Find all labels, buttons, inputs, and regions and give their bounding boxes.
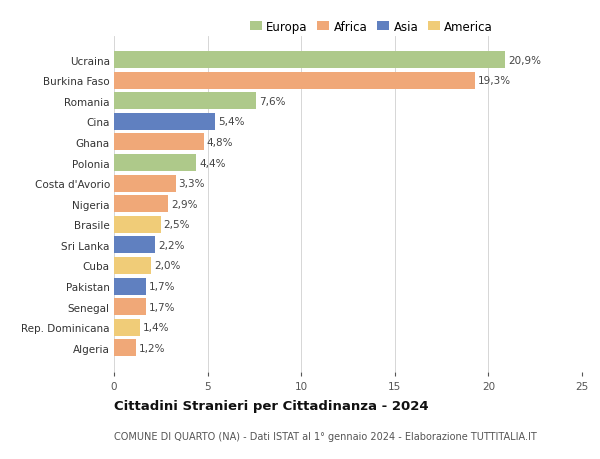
Bar [114, 237, 155, 254]
Text: 1,7%: 1,7% [149, 281, 175, 291]
Text: 5,4%: 5,4% [218, 117, 244, 127]
Text: 1,7%: 1,7% [149, 302, 175, 312]
Bar [114, 93, 256, 110]
Text: Cittadini Stranieri per Cittadinanza - 2024: Cittadini Stranieri per Cittadinanza - 2… [114, 399, 428, 412]
Bar [114, 134, 204, 151]
Text: 4,8%: 4,8% [206, 138, 233, 148]
Bar [114, 216, 161, 233]
Text: 1,2%: 1,2% [139, 343, 166, 353]
Text: 4,4%: 4,4% [199, 158, 226, 168]
Text: 1,4%: 1,4% [143, 323, 170, 333]
Bar [114, 73, 475, 90]
Legend: Europa, Africa, Asia, America: Europa, Africa, Asia, America [245, 16, 498, 38]
Text: 2,0%: 2,0% [154, 261, 181, 271]
Bar [114, 155, 196, 172]
Text: 2,5%: 2,5% [164, 220, 190, 230]
Text: 3,3%: 3,3% [179, 179, 205, 189]
Bar [114, 340, 136, 357]
Bar [114, 196, 168, 213]
Text: 20,9%: 20,9% [508, 56, 541, 65]
Text: 2,9%: 2,9% [171, 199, 197, 209]
Text: COMUNE DI QUARTO (NA) - Dati ISTAT al 1° gennaio 2024 - Elaborazione TUTTITALIA.: COMUNE DI QUARTO (NA) - Dati ISTAT al 1°… [114, 431, 537, 442]
Text: 7,6%: 7,6% [259, 96, 286, 106]
Bar [114, 319, 140, 336]
Bar [114, 175, 176, 192]
Bar [114, 114, 215, 130]
Bar [114, 52, 505, 69]
Text: 19,3%: 19,3% [478, 76, 511, 86]
Text: 2,2%: 2,2% [158, 241, 184, 250]
Bar [114, 257, 151, 274]
Bar [114, 299, 146, 315]
Bar [114, 278, 146, 295]
